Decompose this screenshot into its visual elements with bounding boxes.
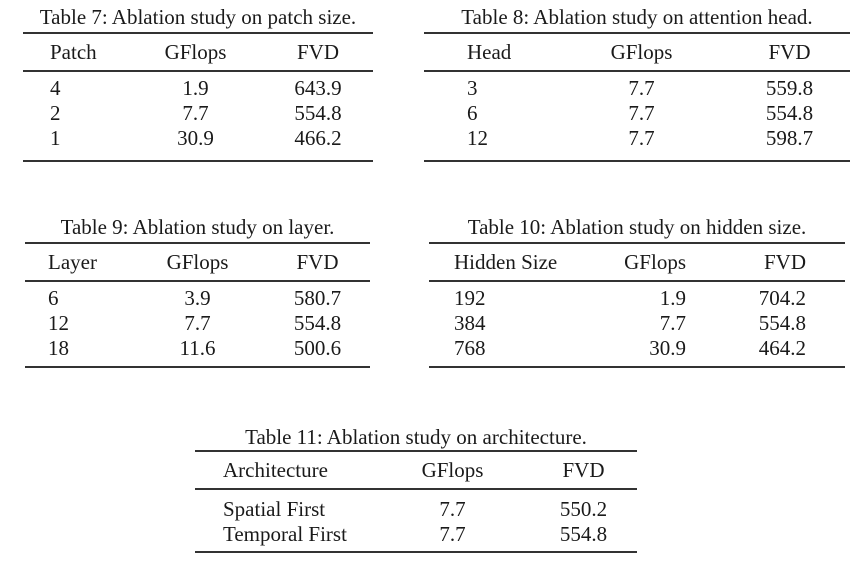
column-header: Patch: [23, 33, 128, 72]
table-cell: 7.7: [182, 101, 209, 125]
table-row: 12 7.7 554.8: [25, 311, 370, 336]
column-header: Architecture: [195, 451, 375, 490]
table-cell: 30.9: [177, 126, 214, 150]
table-cell: 4: [50, 76, 61, 100]
column-header: GFlops: [130, 243, 265, 282]
table-row: 18 11.6 500.6: [25, 336, 370, 367]
column-header: FVD: [265, 243, 370, 282]
table-cell: 554.8: [758, 311, 806, 335]
table-cell: 6: [48, 286, 59, 310]
column-header: FVD: [530, 451, 637, 490]
table-10-header-row: Hidden Size GFlops FVD: [429, 243, 845, 282]
table-cell: 7.7: [628, 126, 655, 150]
table-9-header-row: Layer GFlops FVD: [25, 243, 370, 282]
table-row: 4 1.9 643.9: [23, 71, 373, 101]
table-cell: 466.2: [294, 126, 342, 150]
table-9-block: Table 9: Ablation study on layer. Layer …: [25, 216, 370, 368]
table-cell: 7.7: [628, 76, 655, 100]
table-cell: 7.7: [184, 311, 211, 335]
table-cell: Temporal First: [223, 522, 347, 546]
table-cell: 6: [467, 101, 478, 125]
table-cell: 7.7: [628, 101, 655, 125]
table-9-caption: Table 9: Ablation study on layer.: [60, 215, 335, 239]
table-cell: 550.2: [559, 497, 608, 521]
table-row: Temporal First 7.7 554.8: [195, 522, 637, 552]
column-header: Head: [424, 33, 554, 72]
table-11-block: Table 11: Ablation study on architecture…: [195, 426, 637, 553]
column-header: FVD: [263, 33, 373, 72]
column-header: Layer: [25, 243, 130, 282]
table-row: Spatial First 7.7 550.2: [195, 489, 637, 522]
table-cell: 704.2: [758, 286, 806, 310]
table-row: 768 30.9 464.2: [429, 336, 845, 367]
table-cell: 554.8: [294, 101, 342, 125]
table-cell: 580.7: [293, 286, 342, 310]
table-cell: 3: [467, 76, 478, 100]
table-11: Architecture GFlops FVD Spatial First 7.…: [195, 450, 637, 553]
table-cell: 643.9: [294, 76, 342, 100]
table-cell: 7.7: [659, 311, 686, 335]
table-row: 2 7.7 554.8: [23, 101, 373, 126]
table-cell: 554.8: [559, 522, 608, 546]
table-7-block: Table 7: Ablation study on patch size. P…: [23, 6, 373, 162]
table-8-block: Table 8: Ablation study on attention hea…: [424, 6, 850, 162]
table-cell: 1: [50, 126, 61, 150]
table-row: 12 7.7 598.7: [424, 126, 850, 161]
table-row: 3 7.7 559.8: [424, 71, 850, 101]
column-header: GFlops: [579, 243, 719, 282]
table-10-caption: Table 10: Ablation study on hidden size.: [467, 215, 807, 239]
table-8-caption: Table 8: Ablation study on attention hea…: [461, 5, 813, 29]
column-header: FVD: [729, 33, 850, 72]
table-cell: 11.6: [179, 336, 216, 360]
table-cell: 3.9: [184, 286, 211, 310]
column-header: GFlops: [128, 33, 263, 72]
table-11-header-row: Architecture GFlops FVD: [195, 451, 637, 490]
table-7-header-row: Patch GFlops FVD: [23, 33, 373, 72]
table-11-caption: Table 11: Ablation study on architecture…: [245, 425, 587, 449]
table-row: 1 30.9 466.2: [23, 126, 373, 161]
table-cell: 1.9: [182, 76, 209, 100]
column-header: Hidden Size: [429, 243, 579, 282]
table-10: Hidden Size GFlops FVD 192 1.9 704.2 384…: [429, 242, 845, 368]
table-cell: Spatial First: [223, 497, 326, 521]
table-row: 6 7.7 554.8: [424, 101, 850, 126]
table-cell: 18: [48, 336, 69, 360]
table-cell: 1.9: [659, 286, 686, 310]
table-cell: 554.8: [293, 311, 342, 335]
table-cell: 12: [467, 126, 488, 150]
table-cell: 598.7: [765, 126, 814, 150]
table-cell: 7.7: [439, 497, 466, 521]
column-header: GFlops: [375, 451, 530, 490]
table-cell: 554.8: [765, 101, 814, 125]
table-10-block: Table 10: Ablation study on hidden size.…: [429, 216, 845, 368]
table-cell: 12: [48, 311, 69, 335]
table-7-caption: Table 7: Ablation study on patch size.: [39, 5, 357, 29]
table-cell: 7.7: [439, 522, 466, 546]
table-8: Head GFlops FVD 3 7.7 559.8 6 7.7 554.8 …: [424, 32, 850, 162]
table-8-header-row: Head GFlops FVD: [424, 33, 850, 72]
table-cell: 30.9: [649, 336, 686, 360]
table-cell: 464.2: [758, 336, 806, 360]
table-cell: 559.8: [765, 76, 814, 100]
table-9: Layer GFlops FVD 6 3.9 580.7 12 7.7 554.…: [25, 242, 370, 368]
column-header: GFlops: [554, 33, 729, 72]
column-header: FVD: [719, 243, 845, 282]
table-cell: 384: [454, 311, 486, 335]
table-cell: 192: [454, 286, 486, 310]
table-cell: 500.6: [293, 336, 342, 360]
table-cell: 2: [50, 101, 61, 125]
table-7: Patch GFlops FVD 4 1.9 643.9 2 7.7 554.8…: [23, 32, 373, 162]
table-row: 192 1.9 704.2: [429, 281, 845, 311]
table-row: 6 3.9 580.7: [25, 281, 370, 311]
table-cell: 768: [454, 336, 486, 360]
table-row: 384 7.7 554.8: [429, 311, 845, 336]
